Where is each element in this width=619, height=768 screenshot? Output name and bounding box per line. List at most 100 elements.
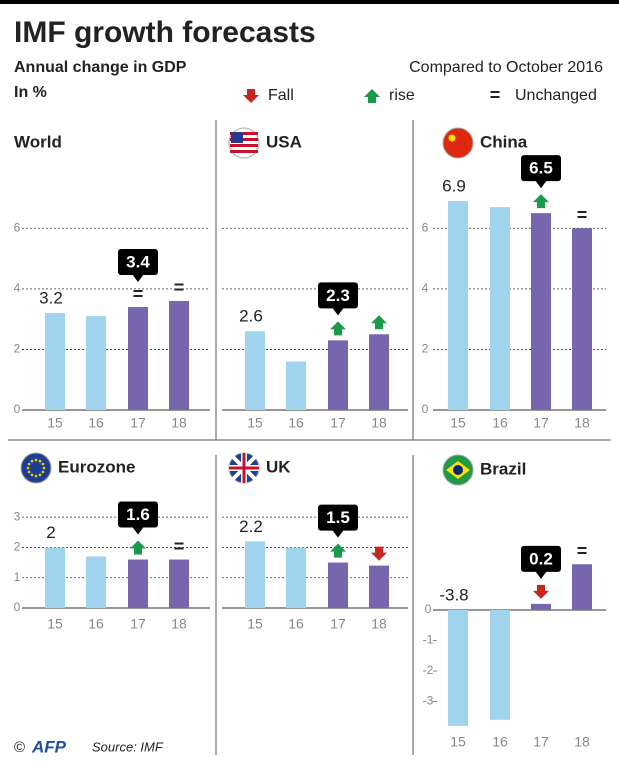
flag-star xyxy=(41,470,45,474)
x-tick-label: 16 xyxy=(492,734,508,750)
y-tick-label: 0 xyxy=(422,402,429,416)
callout-pointer xyxy=(535,570,547,579)
flag-stripe xyxy=(230,144,258,147)
x-tick-label: 15 xyxy=(247,415,263,431)
y-tick-label: -1 xyxy=(423,633,434,647)
x-tick-label: 16 xyxy=(288,415,304,431)
flag xyxy=(442,127,474,159)
x-tick-label: 18 xyxy=(171,415,187,431)
callout-box xyxy=(118,501,158,528)
callout-pointer xyxy=(132,526,144,535)
bar xyxy=(572,564,592,610)
flag-star xyxy=(34,474,38,478)
panel-title: China xyxy=(480,132,528,151)
flag-star xyxy=(38,473,42,477)
x-tick-label: 15 xyxy=(247,616,263,632)
rise-arrow xyxy=(130,540,146,555)
fall-arrow xyxy=(533,584,549,599)
panel-title: USA xyxy=(266,132,302,151)
bar xyxy=(448,610,468,726)
value-label: 1.5 xyxy=(326,508,350,527)
flag-stripe xyxy=(230,150,258,153)
x-tick-label: 16 xyxy=(288,616,304,632)
bar xyxy=(245,331,265,410)
callout-box xyxy=(318,504,358,531)
bar xyxy=(128,559,148,608)
x-tick-label: 17 xyxy=(330,415,346,431)
y-tick-label: 3 xyxy=(14,509,21,523)
rise-arrow xyxy=(364,89,380,103)
y-tick-label: 2 xyxy=(422,342,429,356)
flag-globe xyxy=(453,465,463,475)
value-label: 0.2 xyxy=(529,549,553,568)
callout-box xyxy=(521,545,561,572)
flag-star xyxy=(41,462,45,466)
fall-arrow xyxy=(243,89,259,103)
value-label: 2 xyxy=(46,523,55,542)
flag-star xyxy=(38,459,42,463)
x-tick-label: 15 xyxy=(450,415,466,431)
fall-arrow xyxy=(371,546,387,561)
flag-star xyxy=(27,470,31,474)
bar xyxy=(286,361,306,410)
rise-arrow xyxy=(371,315,387,330)
bar xyxy=(448,201,468,410)
panel-title: Brazil xyxy=(480,459,526,478)
callout-pointer xyxy=(332,529,344,538)
subtitle: Annual change in GDP xyxy=(14,59,187,76)
flag-star xyxy=(26,466,30,470)
callout-box xyxy=(118,249,158,276)
x-tick-label: 17 xyxy=(330,616,346,632)
y-tick-label: -3 xyxy=(423,694,434,708)
x-tick-label: 15 xyxy=(47,616,63,632)
flag-star xyxy=(42,466,46,470)
title: IMF growth forecasts xyxy=(14,16,316,49)
bar xyxy=(490,610,510,720)
x-tick-label: 18 xyxy=(371,415,387,431)
x-tick-label: 18 xyxy=(574,415,590,431)
unchanged-mark: = xyxy=(174,536,185,556)
bar xyxy=(531,213,551,410)
top-bar xyxy=(0,0,619,4)
copyright: © xyxy=(14,739,25,756)
callout-box xyxy=(318,282,358,309)
bar xyxy=(45,547,65,608)
x-tick-label: 17 xyxy=(533,734,549,750)
bar xyxy=(572,228,592,410)
flag-star xyxy=(448,134,456,142)
value-label: 2.2 xyxy=(239,517,263,536)
y-tick-label: 0 xyxy=(425,602,432,616)
x-tick-label: 17 xyxy=(130,415,146,431)
rise-arrow xyxy=(330,543,346,558)
value-label: 6.9 xyxy=(442,177,466,196)
x-tick-label: 18 xyxy=(574,734,590,750)
value-label: 3.2 xyxy=(39,289,63,308)
flag-star xyxy=(27,462,31,466)
y-tick-label: 0 xyxy=(14,600,21,614)
y-tick-label: 4 xyxy=(14,281,21,295)
x-tick-label: 15 xyxy=(450,734,466,750)
x-tick-label: 15 xyxy=(47,415,63,431)
y-tick-label: 0 xyxy=(14,402,21,416)
bar xyxy=(490,207,510,410)
value-label: -3.8 xyxy=(439,585,468,604)
flag-stripe xyxy=(230,132,258,135)
x-tick-label: 16 xyxy=(88,415,104,431)
logo: AFP xyxy=(31,737,67,756)
bar xyxy=(86,556,106,608)
flag-star xyxy=(30,459,34,463)
legend-label: rise xyxy=(389,87,415,104)
value-label: 6.5 xyxy=(529,159,553,178)
legend-symbol: = xyxy=(490,85,501,105)
unchanged-mark: = xyxy=(133,284,144,304)
rise-arrow xyxy=(533,194,549,209)
x-tick-label: 18 xyxy=(371,616,387,632)
panel-title: World xyxy=(14,132,62,151)
bar xyxy=(245,541,265,608)
source: Source: IMF xyxy=(92,739,164,754)
flag-cross xyxy=(229,453,259,483)
y-tick-label: 1 xyxy=(14,570,21,584)
unit: In % xyxy=(14,84,47,101)
callout-box xyxy=(521,155,561,182)
